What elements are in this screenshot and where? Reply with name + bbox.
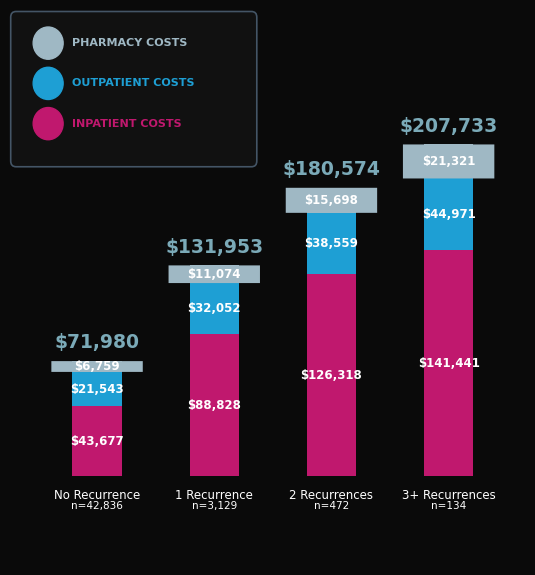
Text: $180,574: $180,574 xyxy=(282,160,380,179)
Text: $11,074: $11,074 xyxy=(187,268,241,281)
Text: $32,052: $32,052 xyxy=(187,302,241,315)
FancyBboxPatch shape xyxy=(169,266,260,283)
Text: 2 Recurrences: 2 Recurrences xyxy=(289,489,373,502)
Text: PHARMACY COSTS: PHARMACY COSTS xyxy=(72,38,188,48)
Bar xyxy=(72,372,121,407)
Text: $126,318: $126,318 xyxy=(301,369,362,382)
Bar xyxy=(424,250,473,476)
Bar xyxy=(72,361,121,372)
Bar xyxy=(424,178,473,250)
Text: $141,441: $141,441 xyxy=(418,356,479,370)
Bar xyxy=(424,144,473,178)
Text: n=3,129: n=3,129 xyxy=(192,501,237,511)
Bar xyxy=(72,407,121,476)
Text: OUTPATIENT COSTS: OUTPATIENT COSTS xyxy=(72,78,195,89)
Text: $207,733: $207,733 xyxy=(400,117,498,136)
Text: $6,759: $6,759 xyxy=(74,360,120,373)
Text: 1 Recurrence: 1 Recurrence xyxy=(175,489,253,502)
Bar xyxy=(189,266,239,283)
FancyBboxPatch shape xyxy=(51,361,143,372)
Text: $38,559: $38,559 xyxy=(304,237,358,250)
Text: $71,980: $71,980 xyxy=(55,334,140,352)
Text: $43,677: $43,677 xyxy=(70,435,124,448)
Text: $131,953: $131,953 xyxy=(165,237,263,256)
Text: $21,321: $21,321 xyxy=(422,155,475,168)
Text: $15,698: $15,698 xyxy=(304,194,358,207)
Text: $44,971: $44,971 xyxy=(422,208,476,221)
Text: $21,543: $21,543 xyxy=(70,382,124,396)
Text: No Recurrence: No Recurrence xyxy=(54,489,140,502)
Bar xyxy=(189,334,239,476)
Bar xyxy=(307,213,356,274)
Text: $88,828: $88,828 xyxy=(187,398,241,412)
FancyBboxPatch shape xyxy=(286,188,377,213)
FancyBboxPatch shape xyxy=(403,144,494,178)
Bar xyxy=(307,188,356,213)
Text: n=472: n=472 xyxy=(314,501,349,511)
Text: n=134: n=134 xyxy=(431,501,467,511)
Bar xyxy=(307,274,356,476)
Bar xyxy=(189,283,239,334)
Text: n=42,836: n=42,836 xyxy=(71,501,123,511)
Text: INPATIENT COSTS: INPATIENT COSTS xyxy=(72,118,182,129)
Text: 3+ Recurrences: 3+ Recurrences xyxy=(402,489,495,502)
